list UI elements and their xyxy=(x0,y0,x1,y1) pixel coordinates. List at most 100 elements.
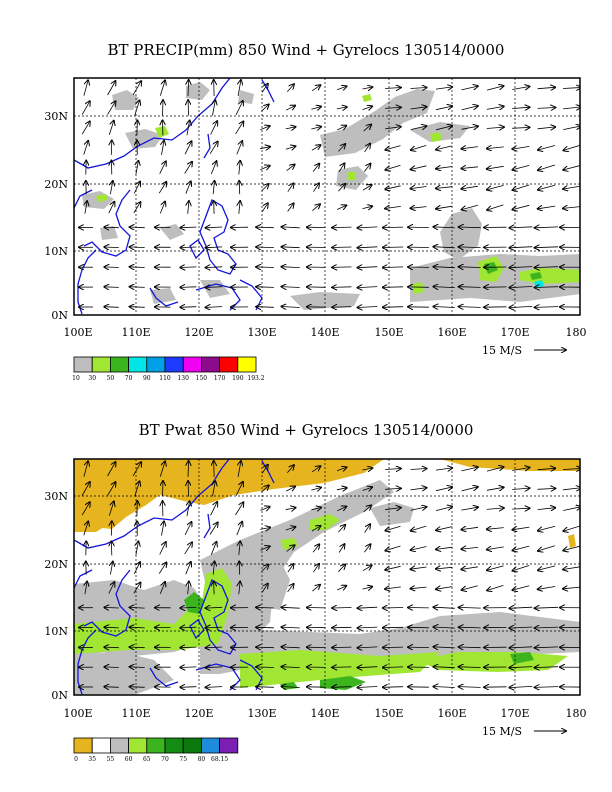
wind-vector xyxy=(436,106,452,110)
wind-vector xyxy=(130,667,145,668)
wind-vector xyxy=(509,267,533,268)
wind-vector xyxy=(410,488,427,490)
wind-vector xyxy=(261,485,268,493)
wind-vector xyxy=(512,204,530,209)
wind-vector xyxy=(537,87,556,88)
wind-vector xyxy=(187,121,190,136)
wind-vector xyxy=(236,141,242,155)
wind-vector xyxy=(411,587,427,589)
wind-vector xyxy=(459,627,481,628)
wind-vector xyxy=(459,647,481,648)
wind-vector xyxy=(111,141,112,155)
wind-vector xyxy=(133,202,141,214)
wind-vector xyxy=(383,307,404,308)
wind-vector xyxy=(282,667,300,668)
wind-vector xyxy=(210,502,218,516)
wind-vector xyxy=(332,608,352,609)
wind-vector xyxy=(235,502,244,516)
wind-vector xyxy=(137,120,138,136)
wind-vector xyxy=(260,546,269,550)
wind-vector xyxy=(358,647,378,648)
wind-vector xyxy=(332,667,352,668)
wind-vector xyxy=(159,202,165,214)
wind-vector xyxy=(411,187,427,189)
wind-vector xyxy=(261,184,269,192)
wind-vector xyxy=(136,161,139,175)
wind-vector xyxy=(538,565,556,570)
wind-vector xyxy=(383,287,404,288)
wind-vector xyxy=(433,247,455,248)
wind-vector xyxy=(364,524,371,533)
wind-vector xyxy=(261,465,268,474)
wind-vector xyxy=(311,85,320,92)
wind-vector xyxy=(509,607,533,608)
lon-label: 170E xyxy=(500,707,529,720)
wind-vector xyxy=(104,647,119,648)
legend-swatch xyxy=(128,356,148,373)
wind-vector xyxy=(383,667,404,668)
wind-vector xyxy=(538,206,556,209)
legend-swatch xyxy=(200,356,220,373)
wind-vector xyxy=(363,544,370,553)
legend-label: 70 xyxy=(161,756,169,763)
wind-vector xyxy=(104,627,119,628)
lon-label: 150E xyxy=(374,707,403,720)
wind-vector xyxy=(261,105,268,112)
wind-vector xyxy=(537,488,556,489)
wind-vector xyxy=(433,667,455,668)
wind-vector xyxy=(538,184,556,190)
wind-vector xyxy=(311,488,321,491)
wind-vector xyxy=(385,587,401,589)
wind-vector xyxy=(85,582,87,595)
wind-vector xyxy=(385,88,401,89)
wind-vector xyxy=(436,126,452,131)
panel1-title: BT PRECIP(mm) 850 Wind + Gyrelocs 130514… xyxy=(107,41,505,59)
wind-vector xyxy=(282,607,300,608)
wind-vector xyxy=(337,507,346,511)
wind-vector xyxy=(459,687,481,688)
wind-vector xyxy=(282,267,300,268)
wind-vectors-1 xyxy=(79,80,580,308)
wind-vector xyxy=(188,461,189,478)
legend-swatch xyxy=(219,737,239,754)
wind-vector xyxy=(239,201,240,214)
wind-vector xyxy=(433,267,455,268)
wind-vector xyxy=(107,81,116,96)
wind-vector xyxy=(461,167,479,169)
legend-label: 10 xyxy=(72,375,80,382)
wind-vector xyxy=(311,526,321,532)
wind-vector xyxy=(535,227,559,228)
panel2-lat-labels: 30N 20N 10N 0N xyxy=(44,490,68,702)
wind-vector xyxy=(363,505,372,513)
wind-vector xyxy=(286,84,294,93)
wind-vector xyxy=(383,687,404,688)
wind-vector xyxy=(104,607,119,608)
wind-vector xyxy=(362,468,373,470)
wind-vector xyxy=(159,80,165,96)
wind-vector xyxy=(509,306,533,307)
wind-vector xyxy=(563,525,580,531)
wind-vector xyxy=(338,525,345,533)
wind-vector xyxy=(332,247,352,248)
legend-swatch xyxy=(164,356,184,373)
wind-vector xyxy=(512,146,530,149)
wind-vector xyxy=(338,565,345,572)
wind-vector xyxy=(433,607,455,608)
wind-vector xyxy=(239,582,240,595)
lon-label: 180 xyxy=(566,707,587,720)
wind-vector xyxy=(338,184,345,192)
wind-vector xyxy=(459,287,481,288)
lon-label: 110E xyxy=(121,326,150,339)
wind-vector xyxy=(363,125,372,132)
wind-vector xyxy=(256,627,274,628)
wind-vector xyxy=(385,145,401,150)
wind-vector xyxy=(509,227,533,228)
wind-vector xyxy=(436,206,453,209)
wind-vector xyxy=(358,287,378,288)
wind-vector xyxy=(563,165,580,170)
wind-vector xyxy=(486,467,504,472)
panel1-scale: 15 M/S xyxy=(482,344,566,357)
wind-vector xyxy=(104,287,119,288)
legend-swatch xyxy=(200,737,220,754)
wind-vector xyxy=(461,106,478,111)
